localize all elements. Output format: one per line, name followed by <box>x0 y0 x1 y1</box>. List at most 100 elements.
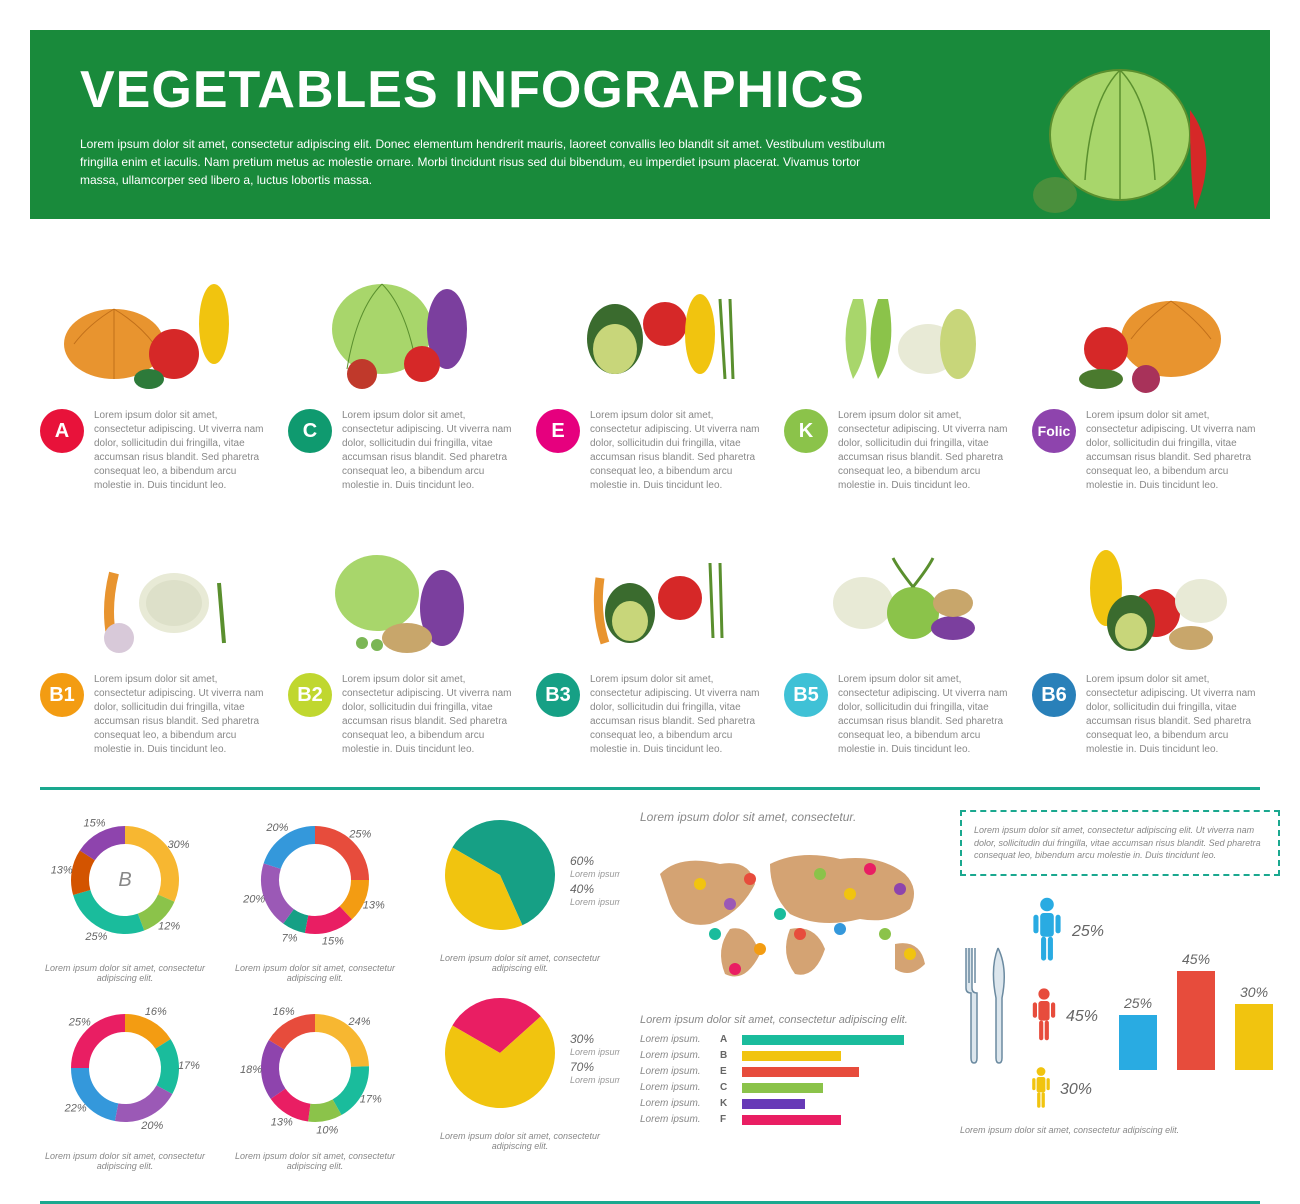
vitamin-text: Lorem ipsum dolor sit amet, consectetur … <box>590 673 764 757</box>
map-title: Lorem ipsum dolor sit amet, consectetur. <box>640 810 940 824</box>
header-subtitle: Lorem ipsum dolor sit amet, consectetur … <box>80 135 900 189</box>
vegetable-cluster-icon <box>40 249 268 399</box>
hbar-row: Lorem ipsum.K <box>640 1098 940 1109</box>
hbar-row: Lorem ipsum. A <box>640 1034 940 1045</box>
svg-text:20%: 20% <box>265 822 288 834</box>
svg-text:22%: 22% <box>64 1103 87 1115</box>
vitamin-text: Lorem ipsum dolor sit amet, consectetur … <box>94 673 268 757</box>
svg-text:Lorem ipsum: Lorem ipsum <box>570 1047 620 1057</box>
vitamin-item: B2 Lorem ipsum dolor sit amet, consectet… <box>288 513 516 757</box>
people-stats: 25%45%30% 25%45%30% <box>960 896 1280 1115</box>
svg-text:25%: 25% <box>68 1017 91 1029</box>
vegetable-cluster-icon <box>784 513 1012 663</box>
vitamin-badge: K <box>784 409 828 453</box>
hbar-title: Lorem ipsum dolor sit amet, consectetur … <box>640 1014 940 1026</box>
vegetable-cluster-icon <box>1032 513 1260 663</box>
vegetable-cluster-icon <box>536 513 764 663</box>
svg-text:25%: 25% <box>84 931 107 943</box>
map-column: Lorem ipsum dolor sit amet, consectetur.… <box>640 810 940 1171</box>
hbar-row: Lorem ipsum.B <box>640 1050 940 1061</box>
chart-caption: Lorem ipsum dolor sit amet, consectetur … <box>40 1151 210 1171</box>
svg-text:13%: 13% <box>51 864 73 876</box>
svg-text:17%: 17% <box>360 1093 382 1105</box>
vitamin-badge: A <box>40 409 84 453</box>
pie-column: 60%Lorem ipsum40%Lorem ipsumLorem ipsum … <box>420 810 620 1171</box>
vitamin-badge: B2 <box>288 673 332 717</box>
chart-caption: Lorem ipsum dolor sit amet, consectetur … <box>230 1151 400 1171</box>
hbar-letter: A <box>720 1034 732 1045</box>
person-pct: 45% <box>1066 1008 1098 1026</box>
vertical-bars: 25%45%30% <box>1119 940 1273 1070</box>
svg-text:13%: 13% <box>363 899 385 911</box>
vitamin-text: Lorem ipsum dolor sit amet, consectetur … <box>838 673 1012 757</box>
hbar-label: Lorem ipsum. <box>640 1034 710 1045</box>
pie-chart: 60%Lorem ipsum40%Lorem ipsum <box>420 810 620 940</box>
svg-text:20%: 20% <box>140 1120 163 1132</box>
person-icon <box>1030 896 1064 969</box>
vitamin-grid: A Lorem ipsum dolor sit amet, consectetu… <box>0 249 1300 787</box>
svg-text:Lorem ipsum: Lorem ipsum <box>570 897 620 907</box>
svg-text:Lorem ipsum: Lorem ipsum <box>570 1075 620 1085</box>
vitamin-text: Lorem ipsum dolor sit amet, consectetur … <box>1086 409 1260 493</box>
hbar-row: Lorem ipsum. F <box>640 1114 940 1125</box>
donut-chart: 24% 17% 10% 13% 18% 16% <box>240 998 390 1138</box>
vbar-rect <box>1119 1015 1157 1070</box>
svg-text:16%: 16% <box>273 1006 295 1018</box>
vitamin-item: Folic Lorem ipsum dolor sit amet, consec… <box>1032 249 1260 493</box>
pie-chart: 30%Lorem ipsum70%Lorem ipsum <box>420 988 620 1118</box>
hbar-letter: B <box>720 1050 732 1061</box>
vbar-rect <box>1177 971 1215 1070</box>
vitamin-text: Lorem ipsum dolor sit amet, consectetur … <box>342 673 516 757</box>
vitamin-item: K Lorem ipsum dolor sit amet, consectetu… <box>784 249 1012 493</box>
hbar-letter: K <box>720 1098 732 1109</box>
hbar-bar <box>742 1083 823 1093</box>
svg-text:20%: 20% <box>242 894 265 906</box>
vitamin-badge: E <box>536 409 580 453</box>
charts-section: 30%12%25%13%15%BLorem ipsum dolor sit am… <box>0 790 1300 1201</box>
vbar-pct: 30% <box>1240 984 1268 1000</box>
svg-text:B: B <box>118 869 131 891</box>
person-pct: 30% <box>1060 1081 1092 1099</box>
hbar-bar <box>742 1115 841 1125</box>
vbar-pct: 25% <box>1124 995 1152 1011</box>
svg-text:70%: 70% <box>570 1060 594 1074</box>
vitamin-badge: B1 <box>40 673 84 717</box>
person-stat: 45% <box>1030 987 1104 1048</box>
vitamin-text: Lorem ipsum dolor sit amet, consectetur … <box>94 409 268 493</box>
vegetable-cluster-icon <box>784 249 1012 399</box>
donut-column-2: 25%13%15%7%20%20%Lorem ipsum dolor sit a… <box>230 810 400 1171</box>
vegetable-cluster-icon <box>288 513 516 663</box>
hbar-label: Lorem ipsum. <box>640 1114 710 1125</box>
svg-text:60%: 60% <box>570 854 594 868</box>
chart-caption: Lorem ipsum dolor sit amet, consectetur … <box>230 963 400 983</box>
vitamin-item: A Lorem ipsum dolor sit amet, consectetu… <box>40 249 268 493</box>
vitamin-badge: C <box>288 409 332 453</box>
svg-text:10%: 10% <box>316 1125 338 1137</box>
vitamin-badge: B3 <box>536 673 580 717</box>
vitamin-item: E Lorem ipsum dolor sit amet, consectetu… <box>536 249 764 493</box>
donut-column-1: 30%12%25%13%15%BLorem ipsum dolor sit am… <box>40 810 210 1171</box>
svg-text:25%: 25% <box>348 829 371 841</box>
hbar-label: Lorem ipsum. <box>640 1082 710 1093</box>
vegetable-cluster-icon <box>1032 249 1260 399</box>
svg-text:30%: 30% <box>570 1032 594 1046</box>
vitamin-text: Lorem ipsum dolor sit amet, consectetur … <box>590 409 764 493</box>
vitamin-item: B6 Lorem ipsum dolor sit amet, consectet… <box>1032 513 1260 757</box>
svg-text:40%: 40% <box>570 882 594 896</box>
world-map <box>640 834 940 999</box>
hbar-row: Lorem ipsum.E <box>640 1066 940 1077</box>
vitamin-item: B3 Lorem ipsum dolor sit amet, consectet… <box>536 513 764 757</box>
vitamin-badge: B6 <box>1032 673 1076 717</box>
svg-text:18%: 18% <box>240 1064 262 1076</box>
chart-caption: Lorem ipsum dolor sit amet, consectetur … <box>420 1131 620 1151</box>
svg-text:12%: 12% <box>158 920 180 932</box>
hbar-letter: F <box>720 1114 732 1125</box>
svg-text:13%: 13% <box>271 1117 293 1129</box>
svg-text:15%: 15% <box>322 935 344 947</box>
cutlery-icon <box>960 938 1015 1073</box>
svg-text:24%: 24% <box>348 1016 371 1028</box>
person-stat: 30% <box>1030 1066 1104 1115</box>
donut-chart: 16%17%20%22%25% <box>50 998 200 1138</box>
vitamin-item: C Lorem ipsum dolor sit amet, consectetu… <box>288 249 516 493</box>
vbar-caption: Lorem ipsum dolor sit amet, consectetur … <box>960 1125 1280 1135</box>
